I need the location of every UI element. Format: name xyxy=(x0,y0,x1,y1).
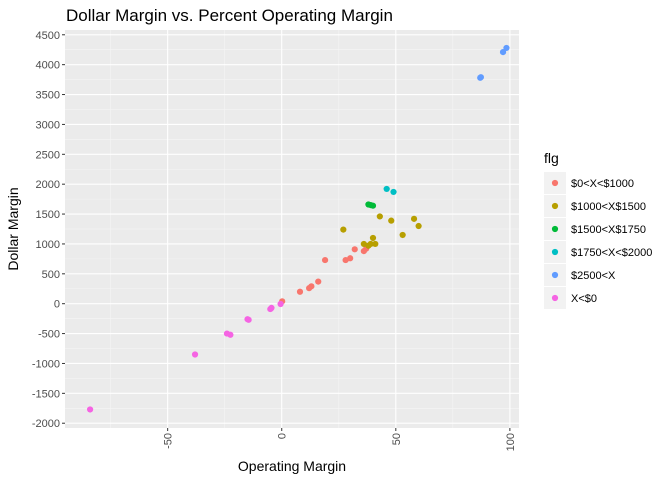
data-point xyxy=(369,202,377,209)
x-axis-title: Operating Margin xyxy=(238,458,346,474)
legend-items: $0<X<$1000 $1000<X$1500 $1500<X$1750 $1750<… xyxy=(544,172,652,309)
x-axis: -50 0 50 100 xyxy=(163,428,517,451)
data-point xyxy=(277,300,284,308)
x-tick-label: 0 xyxy=(277,433,289,439)
y-axis: -2000 -1500 -1000 -500 0 500 1000 1500 2000 2500 3… xyxy=(32,30,65,430)
y-tick-label: 2500 xyxy=(36,149,60,161)
y-tick-label: -1000 xyxy=(32,358,60,370)
data-point xyxy=(321,256,329,264)
data-point xyxy=(340,226,347,233)
legend-label: $2500<X xyxy=(571,270,616,282)
y-axis-title: Dollar Margin xyxy=(5,187,21,270)
legend-swatch xyxy=(551,202,559,210)
minor-gridlines xyxy=(65,30,519,428)
data-point xyxy=(191,351,199,358)
x-tick-label: 100 xyxy=(505,433,517,451)
legend-label: $1000<X$1500 xyxy=(571,201,646,213)
data-point xyxy=(372,240,379,248)
y-tick-label: -500 xyxy=(38,329,60,341)
x-tick-label: -50 xyxy=(163,433,175,449)
data-point xyxy=(296,288,304,295)
series-3 xyxy=(383,185,397,196)
data-point xyxy=(415,222,422,230)
data-point xyxy=(315,278,322,285)
data-point xyxy=(376,213,383,220)
data-point xyxy=(367,240,374,248)
legend-label: X<$0 xyxy=(571,293,597,305)
data-point xyxy=(410,215,418,222)
legend: flg $0<X<$1000 $1000<X$1500 $1500<X$1750 $1… xyxy=(544,150,652,309)
legend-label: $0<X<$1000 xyxy=(571,178,634,190)
series-2 xyxy=(365,201,377,209)
data-point xyxy=(390,188,397,196)
y-tick-label: -1500 xyxy=(32,388,60,400)
y-tick-label: 500 xyxy=(42,269,60,281)
data-point xyxy=(308,283,315,290)
legend-label: $1500<X$1750 xyxy=(571,224,646,236)
data-point xyxy=(388,217,395,224)
data-point xyxy=(351,246,358,253)
data-point xyxy=(383,185,390,193)
data-point xyxy=(268,304,275,311)
data-point xyxy=(477,74,485,81)
chart-title: Dollar Margin vs. Percent Operating Marg… xyxy=(66,6,393,25)
major-gridlines xyxy=(65,30,519,428)
data-point xyxy=(503,44,510,52)
y-tick-label: 0 xyxy=(54,299,60,311)
legend-title: flg xyxy=(544,150,559,166)
x-tick-label: 50 xyxy=(391,433,403,445)
y-tick-label: 1000 xyxy=(36,239,60,251)
legend-swatch xyxy=(551,271,559,279)
series-4 xyxy=(477,44,510,81)
series-5 xyxy=(86,300,284,413)
data-point xyxy=(369,234,377,242)
data-point xyxy=(499,49,507,56)
y-tick-label: 3000 xyxy=(36,119,60,131)
y-tick-label: 4500 xyxy=(36,30,60,42)
data-points xyxy=(86,44,510,413)
legend-swatch xyxy=(551,248,559,256)
legend-swatch xyxy=(551,294,559,302)
y-tick-label: -2000 xyxy=(32,418,60,430)
legend-label: $1750<X<$2000 xyxy=(571,247,652,259)
data-point xyxy=(86,406,94,413)
data-point xyxy=(245,316,252,323)
data-point xyxy=(399,231,406,239)
legend-swatch xyxy=(551,179,559,187)
y-tick-label: 3500 xyxy=(36,90,60,102)
series-1 xyxy=(340,213,422,249)
series-0 xyxy=(279,245,370,305)
y-tick-label: 1500 xyxy=(36,209,60,221)
legend-swatch xyxy=(551,225,559,233)
data-point xyxy=(227,331,234,338)
data-point xyxy=(347,255,354,262)
y-tick-label: 4000 xyxy=(36,60,60,72)
y-tick-label: 2000 xyxy=(36,179,60,191)
